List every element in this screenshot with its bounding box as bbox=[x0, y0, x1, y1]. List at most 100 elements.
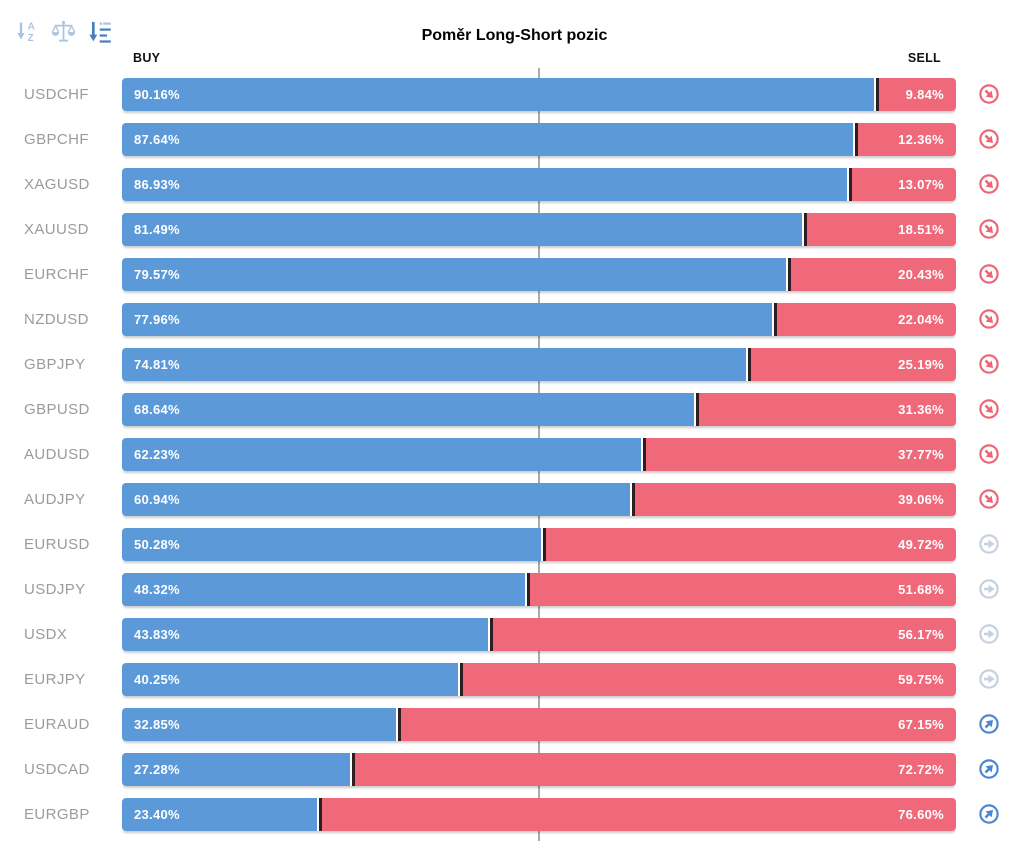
sell-bar-segment: 51.68% bbox=[529, 573, 956, 606]
sell-percent: 9.84% bbox=[905, 87, 944, 102]
trend-signal-icon bbox=[978, 443, 1000, 465]
trend-arrow bbox=[984, 809, 994, 819]
sell-percent: 76.60% bbox=[898, 807, 944, 822]
buy-percent: 27.28% bbox=[134, 762, 180, 777]
buy-percent: 23.40% bbox=[134, 807, 180, 822]
pair-row: USDCHF 90.16% 9.84% bbox=[0, 78, 1029, 123]
buy-bar-segment: 32.85% bbox=[122, 708, 396, 741]
sort-toolbar: A Z bbox=[14, 18, 113, 45]
bar-divider bbox=[803, 213, 807, 246]
bar-divider bbox=[696, 393, 700, 426]
trend-arrow bbox=[984, 629, 995, 639]
pair-row: AUDJPY 60.94% 39.06% bbox=[0, 483, 1029, 528]
bar-gap bbox=[694, 393, 697, 426]
trend-signal-icon bbox=[978, 578, 1000, 600]
buy-percent: 79.57% bbox=[134, 267, 180, 282]
bar-gap bbox=[852, 123, 855, 156]
balance-scale-icon[interactable] bbox=[50, 18, 77, 45]
buy-bar-segment: 60.94% bbox=[122, 483, 631, 516]
sell-bar-segment: 56.17% bbox=[492, 618, 956, 651]
bar-gap bbox=[640, 438, 643, 471]
sell-bar-segment: 49.72% bbox=[546, 528, 956, 561]
bar-gap bbox=[349, 753, 352, 786]
pair-row: EURJPY 40.25% 59.75% bbox=[0, 663, 1029, 708]
trend-arrow bbox=[984, 764, 994, 774]
pair-row: NZDUSD 77.96% 22.04% bbox=[0, 303, 1029, 348]
trend-signal-icon bbox=[978, 128, 1000, 150]
sell-percent: 67.15% bbox=[898, 717, 944, 732]
sell-bar-segment: 72.72% bbox=[354, 753, 956, 786]
buy-percent: 60.94% bbox=[134, 492, 180, 507]
ratio-bar: 68.64% 31.36% bbox=[122, 393, 956, 426]
pair-row: EURAUD 32.85% 67.15% bbox=[0, 708, 1029, 753]
ratio-bar: 40.25% 59.75% bbox=[122, 663, 956, 696]
sell-percent: 51.68% bbox=[898, 582, 944, 597]
bar-gap bbox=[487, 618, 490, 651]
sell-bar-segment: 59.75% bbox=[462, 663, 956, 696]
bar-gap bbox=[541, 528, 544, 561]
buy-bar-segment: 77.96% bbox=[122, 303, 773, 336]
sort-amount-icon[interactable] bbox=[86, 18, 113, 45]
ratio-bar: 27.28% 72.72% bbox=[122, 753, 956, 786]
trend-signal-icon bbox=[978, 668, 1000, 690]
sell-percent: 56.17% bbox=[898, 627, 944, 642]
pair-label: GBPUSD bbox=[24, 401, 90, 418]
trend-signal-icon bbox=[978, 218, 1000, 240]
sell-bar-segment: 39.06% bbox=[635, 483, 956, 516]
chart-title: Poměr Long-Short pozic bbox=[421, 27, 608, 44]
buy-percent: 68.64% bbox=[134, 402, 180, 417]
pair-row: XAUUSD 81.49% 18.51% bbox=[0, 213, 1029, 258]
ratio-bar: 32.85% 67.15% bbox=[122, 708, 956, 741]
trend-signal-icon bbox=[978, 173, 1000, 195]
trend-signal-icon bbox=[978, 533, 1000, 555]
trend-arrow bbox=[984, 89, 994, 99]
sell-percent: 12.36% bbox=[898, 132, 944, 147]
buy-percent: 81.49% bbox=[134, 222, 180, 237]
bar-gap bbox=[846, 168, 849, 201]
trend-arrow bbox=[984, 494, 994, 504]
bar-divider bbox=[787, 258, 791, 291]
trend-signal-icon bbox=[978, 758, 1000, 780]
ratio-bar: 50.28% 49.72% bbox=[122, 528, 956, 561]
sort-alphabetical-icon[interactable]: A Z bbox=[14, 18, 41, 45]
bar-gap bbox=[801, 213, 804, 246]
bar-gap bbox=[457, 663, 460, 696]
pair-row: GBPJPY 74.81% 25.19% bbox=[0, 348, 1029, 393]
pair-label: AUDUSD bbox=[24, 446, 90, 463]
bar-divider bbox=[397, 708, 401, 741]
trend-arrow bbox=[984, 674, 995, 684]
bar-gap bbox=[395, 708, 398, 741]
trend-signal-icon bbox=[978, 83, 1000, 105]
buy-percent: 40.25% bbox=[134, 672, 180, 687]
sell-percent: 25.19% bbox=[898, 357, 944, 372]
buy-bar-segment: 40.25% bbox=[122, 663, 458, 696]
ratio-bar: 86.93% 13.07% bbox=[122, 168, 956, 201]
ratio-bar: 60.94% 39.06% bbox=[122, 483, 956, 516]
buy-bar-segment: 48.32% bbox=[122, 573, 525, 606]
sell-percent: 13.07% bbox=[898, 177, 944, 192]
svg-text:A: A bbox=[28, 22, 35, 33]
bar-gap bbox=[524, 573, 527, 606]
ratio-bar: 43.83% 56.17% bbox=[122, 618, 956, 651]
bar-divider bbox=[848, 168, 852, 201]
sell-percent: 72.72% bbox=[898, 762, 944, 777]
trend-arrow bbox=[984, 179, 994, 189]
pair-row: EURGBP 23.40% 76.60% bbox=[0, 798, 1029, 843]
pair-label: AUDJPY bbox=[24, 491, 86, 508]
pair-row: GBPCHF 87.64% 12.36% bbox=[0, 123, 1029, 168]
sell-percent: 39.06% bbox=[898, 492, 944, 507]
pair-label: EURCHF bbox=[24, 266, 89, 283]
bar-divider bbox=[543, 528, 547, 561]
buy-percent: 90.16% bbox=[134, 87, 180, 102]
buy-percent: 62.23% bbox=[134, 447, 180, 462]
buy-percent: 43.83% bbox=[134, 627, 180, 642]
pair-label: GBPJPY bbox=[24, 356, 86, 373]
sell-bar-segment: 76.60% bbox=[322, 798, 956, 831]
sell-percent: 31.36% bbox=[898, 402, 944, 417]
ratio-bar: 77.96% 22.04% bbox=[122, 303, 956, 336]
ratio-bar: 90.16% 9.84% bbox=[122, 78, 956, 111]
bar-divider bbox=[526, 573, 530, 606]
trend-arrow bbox=[984, 134, 994, 144]
buy-bar-segment: 79.57% bbox=[122, 258, 786, 291]
buy-bar-segment: 62.23% bbox=[122, 438, 641, 471]
